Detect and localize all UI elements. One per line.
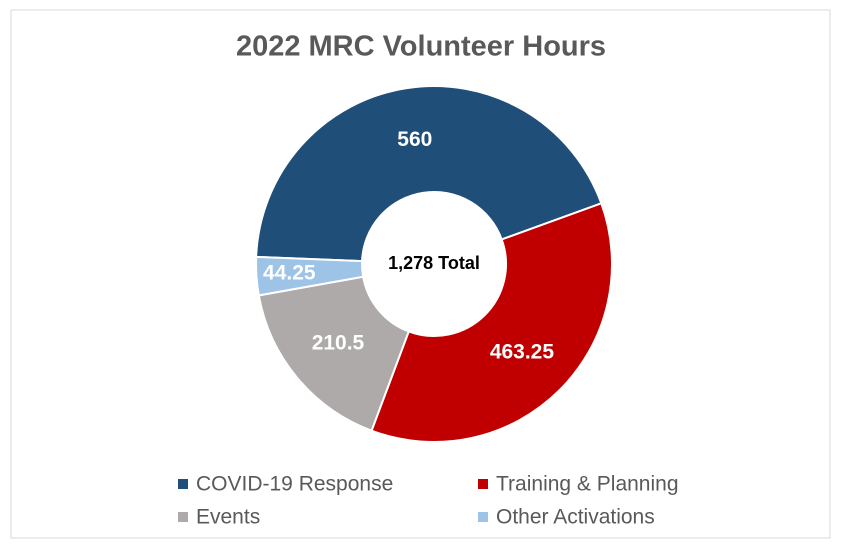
- chart-title: 2022 MRC Volunteer Hours: [236, 31, 606, 63]
- legend-label: Training & Planning: [496, 473, 679, 496]
- data-label: 210.5: [312, 332, 365, 355]
- legend-swatch: [178, 512, 188, 522]
- donut-slice: [255, 84, 603, 263]
- legend-swatch: [178, 479, 188, 489]
- legend-label: Other Activations: [496, 506, 655, 529]
- center-label: 1,278 Total: [388, 253, 480, 273]
- donut-slice: [255, 255, 365, 297]
- data-label: 560: [397, 128, 432, 151]
- legend-label: COVID-19 Response: [196, 473, 393, 496]
- donut-slice: [257, 275, 411, 432]
- legend-swatch: [478, 479, 488, 489]
- legend-swatch: [478, 512, 488, 522]
- data-label: 44.25: [263, 261, 316, 284]
- legend-label: Events: [196, 506, 260, 529]
- donut-slice: [370, 201, 613, 443]
- data-label: 463.25: [490, 340, 555, 363]
